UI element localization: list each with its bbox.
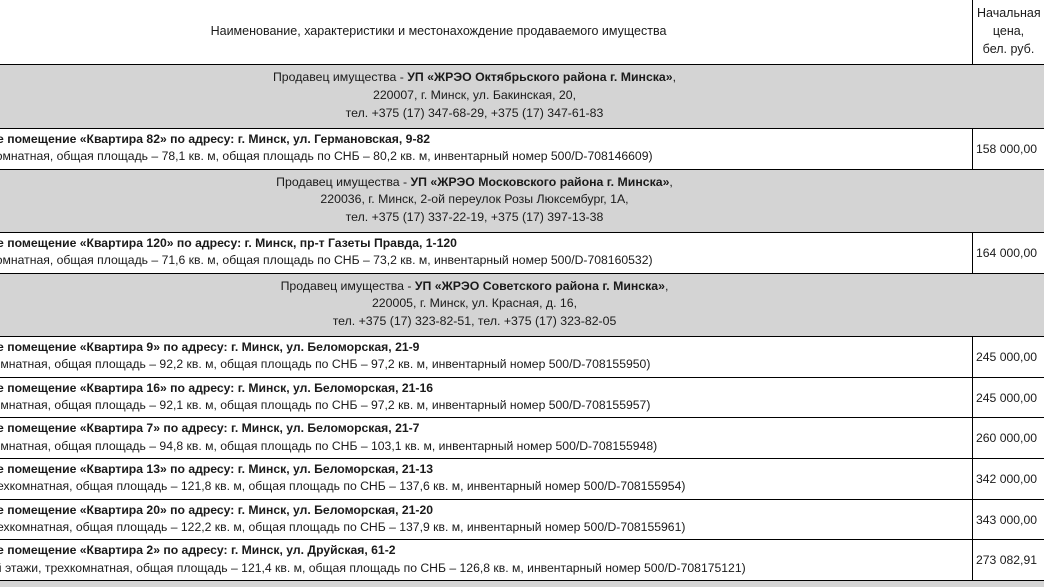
object-title: Изолированное помещение «Квартира 82» по… (0, 131, 431, 146)
seller-block: Продавец имущества - УП «ЖРЭО Советского… (0, 272, 1044, 338)
seller-suffix: , (664, 278, 669, 293)
object-price: 260 000,00 (972, 417, 1044, 460)
seller-prefix: Продавец имущества - (272, 70, 408, 85)
object-price: 342 000,00 (972, 458, 1044, 500)
object-details: 5-й этаж, четырехкомнатная, общая площад… (0, 520, 686, 535)
header-cell-price: Начальная цена, бел. руб. (972, 0, 1044, 66)
object-details: 1-й и цокольный этажи, трехкомнатная, об… (0, 560, 746, 575)
object-description-cell: Изолированное помещение «Квартира 20» по… (0, 498, 973, 541)
seller-phones: тел. +375 (17) 337-22-19, +375 (17) 397-… (345, 210, 604, 225)
object-title: Изолированное помещение «Квартира 16» по… (0, 380, 434, 395)
seller-name: УП «ЖРЭО Советского района г. Минска» (414, 278, 665, 293)
object-price: 273 082,91 (972, 539, 1044, 582)
object-price: 245 000,00 (972, 376, 1044, 419)
seller-row: Продавец имущества - УП «ЖРЭО Заводского… (0, 580, 1044, 587)
object-description-cell: Изолированное помещение «Квартира 120» п… (0, 232, 973, 274)
object-details: 5-й этаж, однокомнатная, общая площадь –… (0, 253, 653, 268)
object-title: Изолированное помещение «Квартира 13» по… (0, 462, 434, 477)
seller-row: Продавец имущества - УП «ЖРЭО Московског… (0, 168, 1044, 234)
seller-name-line: Продавец имущества - УП «ЖРЭО Советского… (0, 278, 1038, 296)
object-price: 158 000,00 (972, 127, 1044, 170)
seller-suffix: , (672, 70, 677, 85)
table-row: Изолированное помещение «Квартира 20» по… (0, 498, 1044, 541)
table-row: Изолированное помещение «Квартира 9» по … (0, 336, 1044, 378)
object-price: 245 000,00 (972, 336, 1044, 378)
seller-name-line: Продавец имущества - УП «ЖРЭО Московског… (0, 174, 1038, 192)
seller-row: Продавец имущества - УП «ЖРЭО Советского… (0, 272, 1044, 338)
object-details: 2-й этаж, трехкомнатная, общая площадь –… (0, 438, 658, 453)
header-price-line-2: цена, (992, 24, 1025, 39)
table-row: Изолированное помещение «Квартира 120» п… (0, 232, 1044, 274)
object-title: Изолированное помещение «Квартира 2» по … (0, 543, 396, 558)
table-row: Изолированное помещение «Квартира 16» по… (0, 376, 1044, 419)
seller-address: 220036, г. Минск, 2-ой переулок Розы Люк… (320, 192, 629, 207)
object-title: Изолированное помещение «Квартира 120» п… (0, 236, 457, 250)
object-description-cell: Изолированное помещение «Квартира 13» по… (0, 458, 973, 500)
object-description-cell: Изолированное помещение «Квартира 82» по… (0, 127, 973, 170)
table-row: Изолированное помещение «Квартира 7» по … (0, 417, 1044, 460)
object-description-cell: Изолированное помещение «Квартира 16» по… (0, 376, 973, 419)
seller-block: Продавец имущества - УП «ЖРЭО Заводского… (0, 580, 1044, 587)
seller-phones: тел. +375 (17) 347-68-29, +375 (17) 347-… (345, 106, 604, 121)
object-details: 2-й этаж, трехкомнатная, общая площадь –… (0, 357, 651, 372)
table-row: Изолированное помещение «Квартира 13» по… (0, 458, 1044, 500)
header-cell-description: Наименование, характеристики и местонахо… (0, 0, 973, 66)
object-details: 4-й этаж, трехкомнатная, общая площадь –… (0, 398, 651, 413)
seller-block: Продавец имущества - УП «ЖРЭО Московског… (0, 168, 1044, 234)
seller-row: Продавец имущества - УП «ЖРЭО Октябрьско… (0, 64, 1044, 129)
seller-suffix: , (669, 174, 673, 189)
table-header-row: Наименование, характеристики и местонахо… (0, 0, 1044, 66)
object-description-cell: Изолированное помещение «Квартира 9» по … (0, 336, 973, 378)
header-price-line-1: Начальная (977, 6, 1041, 20)
object-details: 3-й этаж, однокомнатная, общая площадь –… (0, 149, 653, 164)
header-price-line-3: бел. руб. (982, 42, 1035, 57)
object-description-cell: Изолированное помещение «Квартира 7» по … (0, 417, 973, 460)
table-row: Изолированное помещение «Квартира 2» по … (0, 539, 1044, 582)
table-row: Изолированное помещение «Квартира 82» по… (0, 127, 1044, 170)
seller-prefix: Продавец имущества - (280, 278, 415, 293)
object-title: Изолированное помещение «Квартира 7» по … (0, 421, 420, 436)
object-price: 164 000,00 (972, 232, 1044, 274)
object-details: 3-й этаж, четырехкомнатная, общая площад… (0, 479, 686, 494)
seller-phones: тел. +375 (17) 323-82-51, тел. +375 (17)… (332, 314, 617, 329)
object-description-cell: Изолированное помещение «Квартира 2» по … (0, 539, 973, 582)
seller-block: Продавец имущества - УП «ЖРЭО Октябрьско… (0, 64, 1044, 129)
seller-address: 220007, г. Минск, ул. Бакинская, 20, (372, 88, 576, 103)
object-title: Изолированное помещение «Квартира 9» по … (0, 340, 420, 355)
seller-name: УП «ЖРЭО Московского района г. Минска» (410, 174, 670, 189)
object-price: 343 000,00 (972, 498, 1044, 541)
seller-prefix: Продавец имущества - (276, 174, 411, 189)
seller-address: 220005, г. Минск, ул. Красная, д. 16, (371, 296, 578, 311)
seller-name-line: Продавец имущества - УП «ЖРЭО Октябрьско… (0, 69, 1038, 87)
object-title: Изолированное помещение «Квартира 20» по… (0, 502, 434, 517)
seller-name: УП «ЖРЭО Октябрьского района г. Минска» (407, 70, 673, 85)
